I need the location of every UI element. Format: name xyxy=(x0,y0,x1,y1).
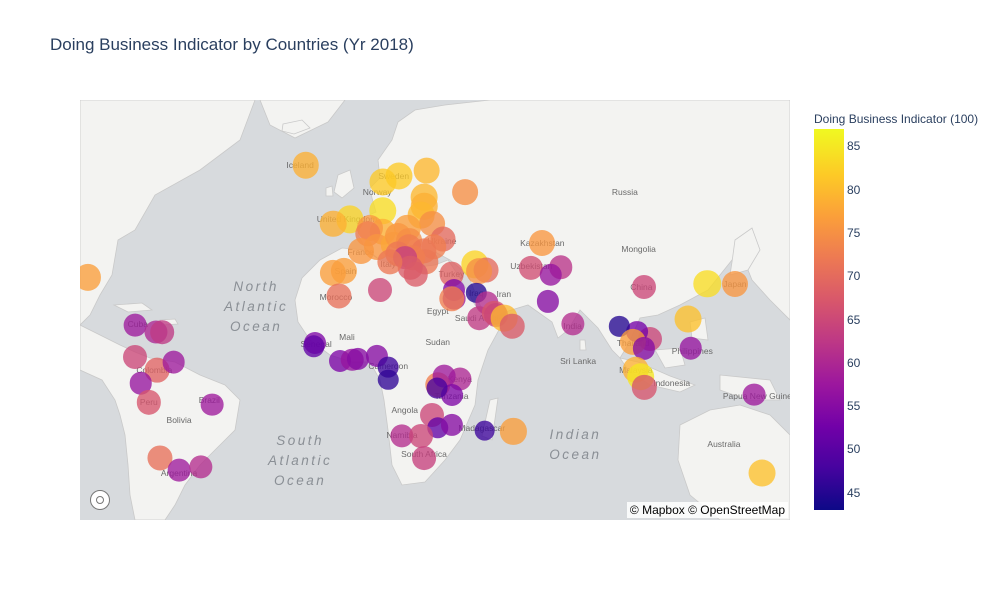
bubble-marker[interactable] xyxy=(123,345,148,370)
ocean-label: Indian Ocean xyxy=(549,427,602,463)
bubble-marker[interactable] xyxy=(167,458,191,482)
bubble-marker[interactable] xyxy=(319,210,347,237)
bubble-marker[interactable] xyxy=(403,261,428,287)
bubble-marker[interactable] xyxy=(129,372,152,395)
bubble-marker[interactable] xyxy=(529,230,556,257)
colorbar-tick-label: 70 xyxy=(847,269,861,284)
map-label: Sri Lanka xyxy=(560,356,597,367)
map-label: Russia xyxy=(611,186,638,197)
bubble-marker[interactable] xyxy=(452,179,479,205)
bubble-marker[interactable] xyxy=(200,393,224,417)
bubble-marker[interactable] xyxy=(539,263,562,287)
bubble-marker[interactable] xyxy=(721,270,748,297)
mapbox-logo-icon[interactable] xyxy=(90,490,110,510)
bubble-marker[interactable] xyxy=(440,414,463,437)
bubble-marker[interactable] xyxy=(560,311,585,336)
colorbar xyxy=(814,129,844,510)
bubble-marker[interactable] xyxy=(189,455,213,479)
map-attribution[interactable]: © Mapbox © OpenStreetMap xyxy=(626,502,788,518)
colorbar-tick-label: 50 xyxy=(847,442,861,457)
ocean-label: North Atlantic Ocean xyxy=(223,279,289,335)
bubble-marker[interactable] xyxy=(427,377,448,399)
bubble-marker[interactable] xyxy=(123,313,147,337)
bubble-marker[interactable] xyxy=(674,305,702,333)
colorbar-tick-label: 75 xyxy=(847,225,861,240)
colorbar-title: Doing Business Indicator (100) xyxy=(814,112,979,126)
bubble-marker[interactable] xyxy=(385,162,413,190)
bubble-marker[interactable] xyxy=(466,258,492,284)
colorbar-tick-label: 80 xyxy=(847,182,861,197)
bubble-marker[interactable] xyxy=(346,347,370,370)
map-label: Mali xyxy=(339,331,355,342)
bubble-marker[interactable] xyxy=(742,383,766,407)
bubble-marker[interactable] xyxy=(413,157,441,185)
map-label: Australia xyxy=(707,439,741,450)
colorbar-tick-label: 65 xyxy=(847,312,861,327)
bubble-marker[interactable] xyxy=(136,390,161,415)
bubble-marker[interactable] xyxy=(303,335,325,357)
colorbar-tick-label: 85 xyxy=(847,139,861,154)
bubble-marker[interactable] xyxy=(292,151,319,179)
colorbar-tick-label: 60 xyxy=(847,355,861,370)
bubble-marker[interactable] xyxy=(474,420,495,441)
bubble-marker[interactable] xyxy=(376,249,403,275)
map-label: Bolivia xyxy=(166,415,192,426)
bubble-marker[interactable] xyxy=(390,424,414,448)
bubble-marker[interactable] xyxy=(367,277,392,302)
colorbar-tick-label: 55 xyxy=(847,399,861,414)
map-label: Indonesia xyxy=(653,378,691,389)
bubble-marker[interactable] xyxy=(80,264,102,291)
map-view[interactable]: IcelandSwedenNorwayRussiaUnited KingdomU… xyxy=(80,100,790,520)
map-label: Sudan xyxy=(425,336,451,347)
map-label: Egypt xyxy=(426,306,449,317)
bubble-marker[interactable] xyxy=(162,350,185,374)
bubble-marker[interactable] xyxy=(631,375,657,400)
map-label: Angola xyxy=(391,404,418,415)
bubble-marker[interactable] xyxy=(150,320,174,345)
ocean-label: South Atlantic Ocean xyxy=(268,432,333,488)
colorbar-tick-label: 45 xyxy=(847,485,861,500)
chart-title: Doing Business Indicator by Countries (Y… xyxy=(50,35,414,54)
map-label: Mongolia xyxy=(621,243,656,254)
bubble-marker[interactable] xyxy=(693,269,722,298)
bubble-marker[interactable] xyxy=(749,459,776,487)
map-label: Iran xyxy=(496,289,512,300)
bubble-marker[interactable] xyxy=(326,283,352,309)
bubble-marker[interactable] xyxy=(679,337,703,360)
bubble-marker[interactable] xyxy=(500,418,527,445)
bubble-marker[interactable] xyxy=(536,290,559,313)
bubble-marker[interactable] xyxy=(632,274,657,299)
bubble-marker[interactable] xyxy=(438,285,465,312)
bubble-marker[interactable] xyxy=(633,337,656,360)
bubble-marker[interactable] xyxy=(320,259,347,286)
bubble-marker[interactable] xyxy=(412,446,436,470)
bubble-marker[interactable] xyxy=(377,369,399,390)
bubble-marker[interactable] xyxy=(409,423,434,448)
bubble-marker[interactable] xyxy=(499,314,525,339)
